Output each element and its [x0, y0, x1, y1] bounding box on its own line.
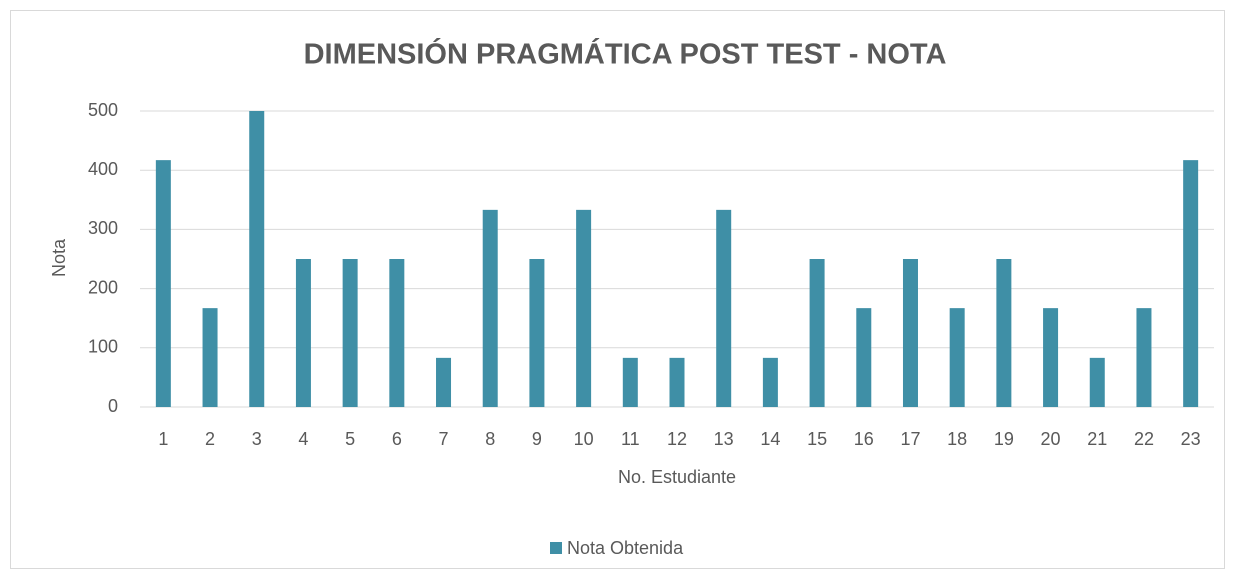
bar [389, 259, 405, 407]
y-tick-label: 100 [88, 337, 118, 357]
x-tick-label: 13 [714, 429, 734, 449]
x-tick-label: 3 [252, 429, 262, 449]
bar [295, 259, 311, 407]
y-tick-label: 0 [108, 396, 118, 416]
x-axis-label: No. Estudiante [618, 467, 736, 487]
x-tick-label: 2 [205, 429, 215, 449]
bar [716, 209, 732, 407]
bar [762, 357, 778, 407]
y-tick-label: 500 [88, 100, 118, 120]
x-tick-label: 1 [158, 429, 168, 449]
x-tick-label: 15 [807, 429, 827, 449]
x-tick-label: 9 [532, 429, 542, 449]
bar [482, 209, 498, 407]
x-tick-label: 14 [760, 429, 780, 449]
x-tick-label: 16 [854, 429, 874, 449]
bar [576, 209, 592, 407]
bar [1183, 160, 1199, 407]
bar [902, 259, 918, 407]
x-tick-label: 20 [1041, 429, 1061, 449]
x-tick-label: 4 [298, 429, 308, 449]
bar [202, 308, 218, 407]
bar [1136, 308, 1152, 407]
chart-border [10, 10, 1225, 569]
bar [669, 357, 685, 407]
y-tick-label: 300 [88, 218, 118, 238]
y-tick-label: 400 [88, 159, 118, 179]
x-tick-label: 19 [994, 429, 1014, 449]
x-tick-label: 22 [1134, 429, 1154, 449]
bar [342, 259, 358, 407]
x-tick-label: 6 [392, 429, 402, 449]
legend-label: Nota Obtenida [567, 538, 684, 558]
bar [1043, 308, 1059, 407]
x-tick-label: 23 [1181, 429, 1201, 449]
x-tick-label: 8 [485, 429, 495, 449]
x-tick-label: 5 [345, 429, 355, 449]
bar [436, 357, 452, 407]
x-tick-label: 7 [439, 429, 449, 449]
x-tick-label: 17 [900, 429, 920, 449]
x-tick-label: 12 [667, 429, 687, 449]
bar [622, 357, 638, 407]
bar [1089, 357, 1105, 407]
bar [856, 308, 872, 407]
chart-title: DIMENSIÓN PRAGMÁTICA POST TEST - NOTA [304, 37, 947, 71]
x-tick-label: 18 [947, 429, 967, 449]
bar [529, 259, 545, 407]
x-tick-label: 10 [574, 429, 594, 449]
bar [809, 259, 825, 407]
x-tick-label: 21 [1087, 429, 1107, 449]
bar [249, 111, 265, 407]
y-tick-label: 200 [88, 277, 118, 297]
legend-swatch [550, 542, 562, 554]
bar [996, 259, 1012, 407]
bar [155, 160, 171, 407]
bar [949, 308, 965, 407]
y-axis-label: Nota [49, 238, 69, 277]
x-tick-label: 11 [621, 429, 640, 449]
